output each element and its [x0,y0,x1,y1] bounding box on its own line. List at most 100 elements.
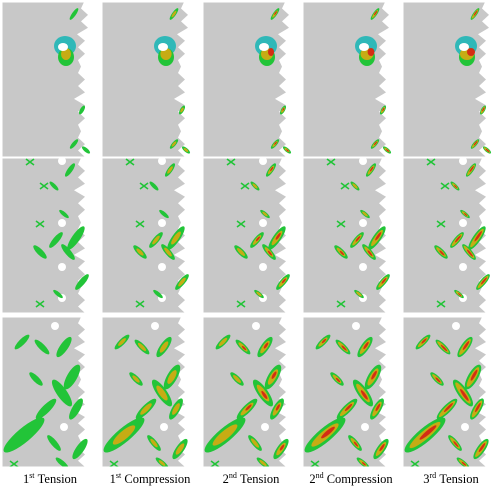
column-label-3-ordinal: 2 [222,472,229,486]
crack [35,398,57,420]
crack [360,209,370,219]
crack [63,364,81,390]
crack [465,163,477,177]
hole [58,219,66,227]
column-label-2: 1st Compression [102,470,198,488]
crack [479,105,487,115]
hole [60,423,68,431]
crack [464,364,482,390]
crack [49,181,59,191]
panel-r1-c3 [202,1,299,158]
panel-r3-c5 [402,316,499,468]
specimen-body [102,2,188,157]
crack [262,244,276,260]
hole [51,322,59,330]
crack [14,334,30,350]
column-label-2-ordinal: 1 [109,472,116,486]
crack [370,139,380,149]
crack [114,334,130,350]
crack [169,398,183,420]
crack-marker [440,182,450,190]
crack-marker [125,158,135,166]
crack [69,8,79,20]
column-label-5: 3rd Tension [403,470,499,488]
crack [279,105,287,115]
crack [61,244,75,260]
panel-r3-c1 [1,316,98,468]
crack [270,398,284,420]
crack-marker [326,158,336,166]
column-label-2-suffix: st [115,471,122,480]
crack [457,336,473,358]
crack [368,226,386,250]
crack-marker [236,220,246,228]
top-damage-zone [355,36,377,66]
column-label-3-text: Tension [239,472,280,486]
column-label-4-text: Compression [326,472,393,486]
column-label-4-ordinal: 2 [309,472,316,486]
crack [335,339,351,355]
crack [3,417,45,453]
column-label-5-ordinal: 3 [423,472,430,486]
hole [151,322,159,330]
crack [234,245,248,259]
panel-r2-c5 [402,157,499,314]
specimen-body [2,2,88,157]
crack-marker [9,460,19,467]
crack [260,209,270,219]
crack [365,163,377,177]
crack [470,139,480,149]
crack [235,339,251,355]
crack-marker [35,300,45,308]
crack [256,457,270,467]
crack [172,438,188,460]
panel-r2-c4 [302,157,399,314]
crack [236,398,258,420]
crack [415,334,431,350]
crack [315,334,331,350]
crack [135,398,157,420]
crack [169,8,179,20]
crack-marker [109,460,119,467]
column-label-2-text: Compression [124,472,191,486]
top-damage-zone [255,36,277,66]
specimen-body [403,2,489,157]
hole [359,219,367,227]
crack [149,232,163,248]
specimen-body [203,2,289,157]
hole [259,219,267,227]
crack-marker [39,182,49,190]
crack [204,417,246,453]
crack [147,435,161,451]
crack [250,232,264,248]
hole [259,263,267,271]
panel-r1-c5 [402,1,499,158]
hole [259,158,267,165]
crack-marker [310,460,320,467]
crack [379,105,387,115]
crack [59,209,69,219]
crack-marker [340,182,350,190]
hole [158,219,166,227]
crack-marker [236,300,246,308]
crack [430,372,444,386]
hole [359,263,367,271]
crack [254,289,264,299]
crack [336,398,358,420]
crack [47,435,61,451]
hole [252,322,260,330]
crack [252,379,274,407]
panel-r1-c4 [302,1,399,158]
crack [468,226,486,250]
crack [161,244,175,260]
crack [435,339,451,355]
crack [376,274,390,290]
crack [370,8,380,20]
crack-marker [410,460,420,467]
specimen-body [303,2,389,157]
crack [362,244,376,260]
panel-r1-c2 [101,1,198,158]
column-label-1: 1st Tension [2,470,98,488]
crack-marker [35,220,45,228]
crack [33,245,47,259]
